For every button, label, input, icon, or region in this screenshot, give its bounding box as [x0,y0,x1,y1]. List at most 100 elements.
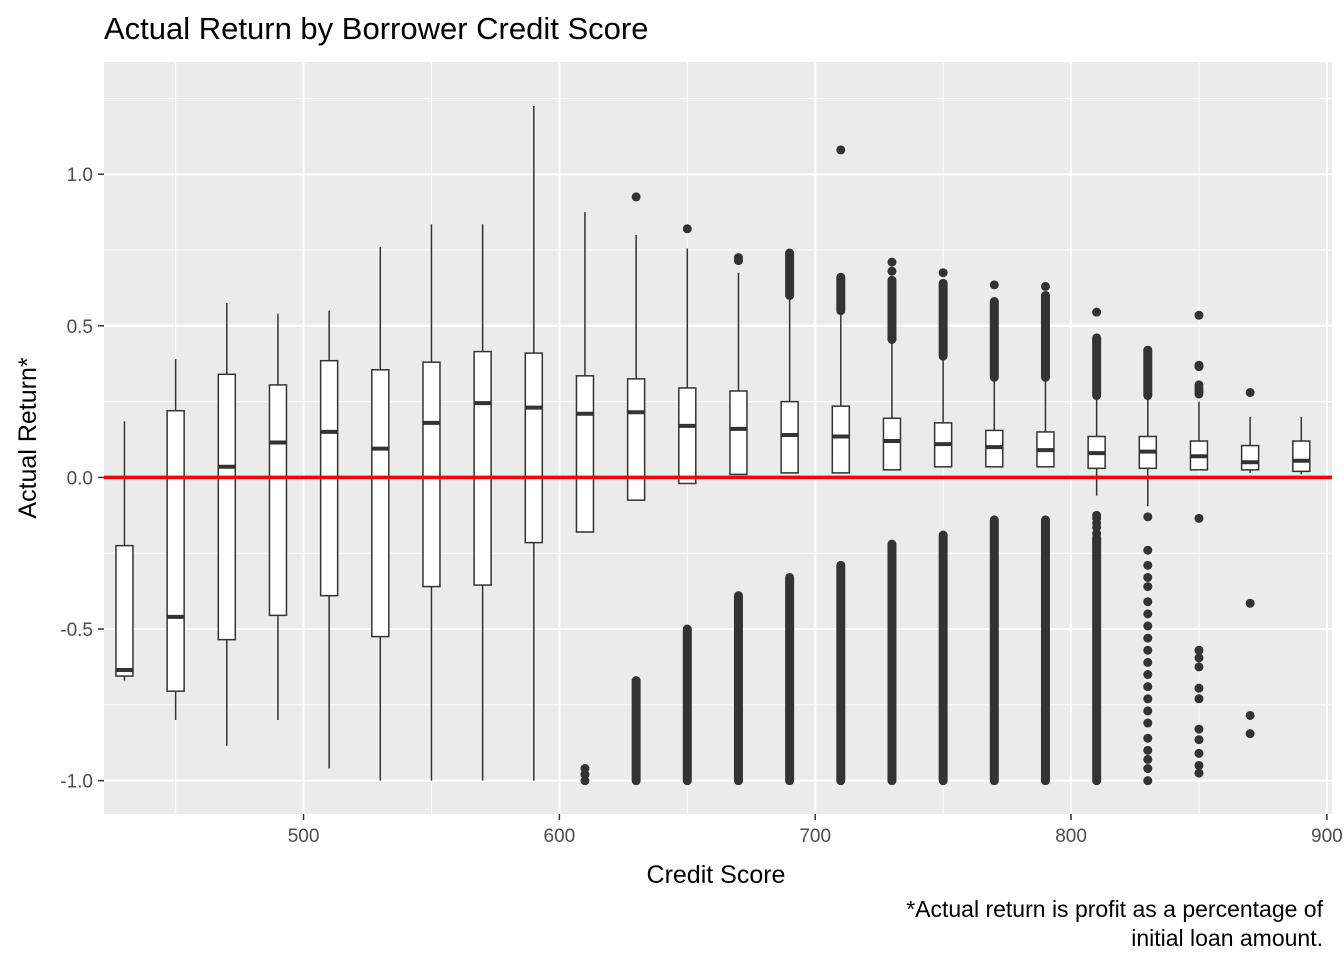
outlier-point [1143,609,1153,619]
outlier-point [1194,389,1204,399]
box-group-730 [882,257,902,786]
x-tick-label: 500 [288,826,320,847]
outlier-point [1143,621,1153,631]
outlier-band-upper [938,278,948,361]
caption-line-2: initial loan amount. [1131,925,1323,951]
box-iqr [422,361,441,588]
outlier-point [1143,657,1153,667]
x-axis: 500 600 700 800 900 [288,814,1343,847]
box-group-750 [933,268,953,786]
outlier-point [1194,662,1204,672]
y-tick-label: 1.0 [67,165,93,186]
outlier-point [1194,653,1204,663]
outlier-point [1194,760,1204,770]
outlier-point [1143,512,1153,522]
outlier-point [1143,694,1153,704]
y-tick-label: 0.0 [67,468,93,489]
box-iqr [678,387,697,485]
outlier-point [1143,745,1153,755]
outlier-point [1143,670,1153,680]
outlier-band-lower [938,530,948,786]
outlier-point [887,266,897,276]
outlier-point [1143,582,1153,592]
outlier-band-upper [989,297,999,382]
outlier-point [682,224,692,234]
box-group-850 [1189,310,1209,778]
box-iqr [626,378,646,501]
outlier-point [1245,598,1255,608]
box-group-590 [524,105,544,781]
outlier-point [631,192,641,202]
outlier-point [1194,724,1204,734]
outlier-point [1194,513,1204,523]
box-group-890 [1292,416,1311,475]
box-iqr [166,409,185,692]
y-axis: -1.0 -0.5 0.0 0.5 1.0 [60,165,104,793]
outlier-band-lower [989,515,999,786]
box-iqr [371,369,390,638]
y-tick-label: -1.0 [60,772,93,793]
x-tick-label: 700 [799,826,831,847]
outlier-point [1143,645,1153,655]
outlier-point [887,257,897,267]
box-group-650 [678,224,697,786]
outlier-point [1143,706,1153,716]
box-iqr [729,390,748,476]
outlier-point [1143,597,1153,607]
box-group-530 [371,246,390,781]
outlier-point [1194,748,1204,758]
outlier-point [938,268,948,278]
outlier-band-upper [1143,345,1153,401]
box-group-710 [831,145,851,786]
box-group-490 [268,313,288,720]
box-group-630 [626,192,646,786]
caption-line-1: *Actual return is profit as a percentage… [906,896,1323,922]
outlier-point [1194,683,1204,693]
outlier-point [1245,729,1255,739]
box-iqr [524,352,544,544]
box-iqr [115,544,134,677]
box-series [115,105,1311,786]
box-group-430 [115,421,134,681]
box-iqr [882,417,902,471]
outlier-point [1194,694,1204,704]
outlier-band-upper [1040,290,1050,382]
outlier-band-lower [733,591,743,786]
box-iqr [1292,440,1311,473]
outlier-point [733,253,743,263]
box-iqr [268,384,288,617]
outlier-band-upper [887,275,897,344]
outlier-point [1143,733,1153,743]
box-iqr [780,400,799,474]
outlier-band-lower [682,624,692,786]
y-tick-label: 0.5 [67,317,93,338]
box-group-690 [780,248,799,786]
y-tick-label: -0.5 [60,620,93,641]
x-tick-label: 800 [1055,826,1087,847]
outlier-point [836,145,846,155]
box-group-790 [1036,281,1055,786]
box-group-870 [1240,388,1260,739]
outlier-point [1143,718,1153,728]
box-iqr [473,350,492,586]
box-iqr [831,405,851,474]
outlier-point [1194,768,1204,778]
outlier-band-upper [836,272,846,316]
box-group-610 [575,212,595,786]
outlier-point [1092,307,1102,317]
box-iqr [575,375,595,533]
outlier-band-lower [631,676,641,786]
box-iqr [217,373,237,641]
outlier-point [1194,735,1204,745]
x-tick-label: 600 [544,826,576,847]
box-group-810 [1087,307,1106,786]
outlier-point [1245,710,1255,720]
outlier-band-upper [785,248,795,300]
outlier-point [1143,572,1153,582]
outlier-point [1143,633,1153,643]
outlier-band-lower [1040,515,1050,786]
x-axis-title: Credit Score [647,861,786,889]
outlier-band-lower [836,560,846,786]
